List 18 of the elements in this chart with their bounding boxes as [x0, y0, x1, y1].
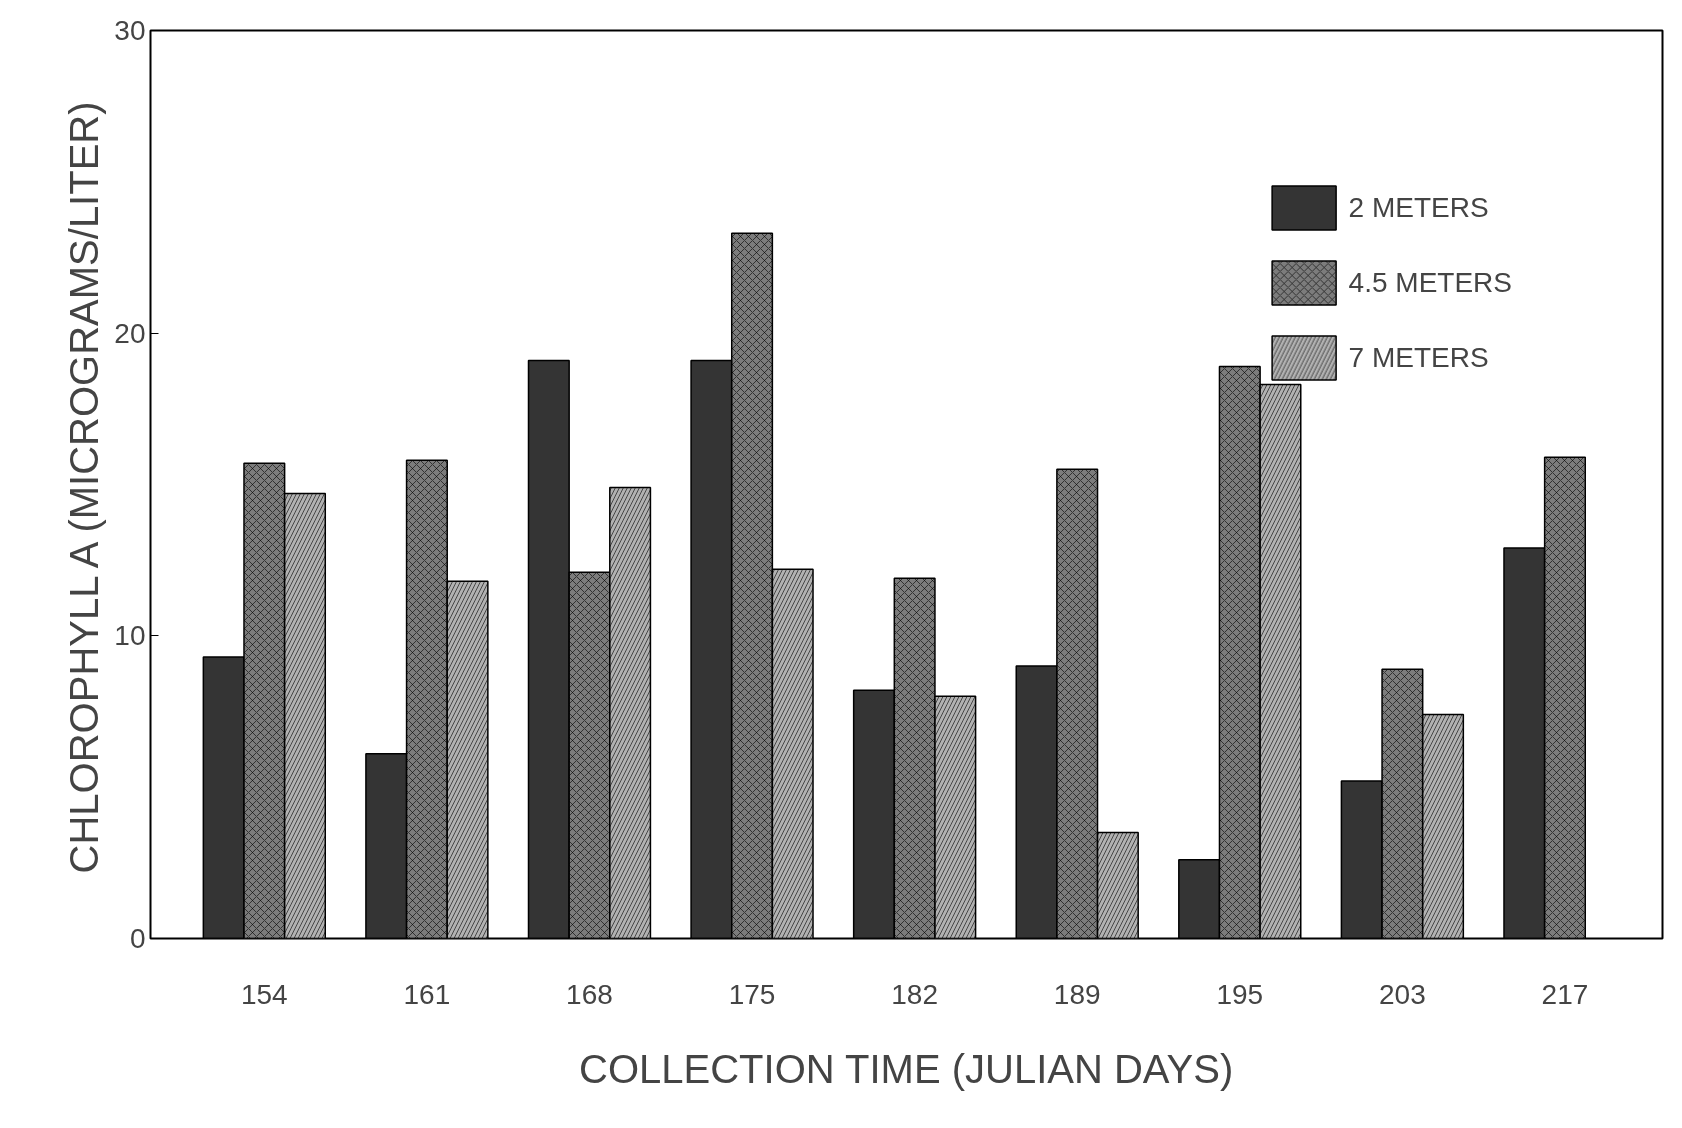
y-tick-label: 20 — [114, 317, 146, 349]
x-tick-label: 217 — [1541, 978, 1589, 1010]
x-tick-label: 189 — [1053, 978, 1101, 1010]
y-tick-label: 0 — [129, 923, 146, 954]
x-tick-label: 182 — [891, 978, 938, 1010]
x-axis-title: COLLECTION TIME (JULIAN DAYS) — [579, 1046, 1234, 1091]
legend-label: 7 METERS — [1348, 341, 1489, 374]
y-axis-title: CHLOROPHYLL A (MICROGRAMS/LITER) — [62, 101, 107, 874]
y-tick-label: 10 — [114, 620, 146, 652]
x-tick-label: 161 — [403, 978, 451, 1010]
x-tick-label: 168 — [566, 978, 613, 1010]
x-tick-label: 203 — [1379, 978, 1426, 1010]
x-tick-label: 175 — [728, 978, 776, 1010]
legend-label: 2 METERS — [1348, 191, 1489, 224]
x-tick-label: 154 — [240, 978, 288, 1010]
legend-label: 4.5 METERS — [1348, 266, 1512, 299]
x-tick-label: 195 — [1216, 978, 1264, 1010]
y-tick-label: 30 — [114, 15, 146, 46]
